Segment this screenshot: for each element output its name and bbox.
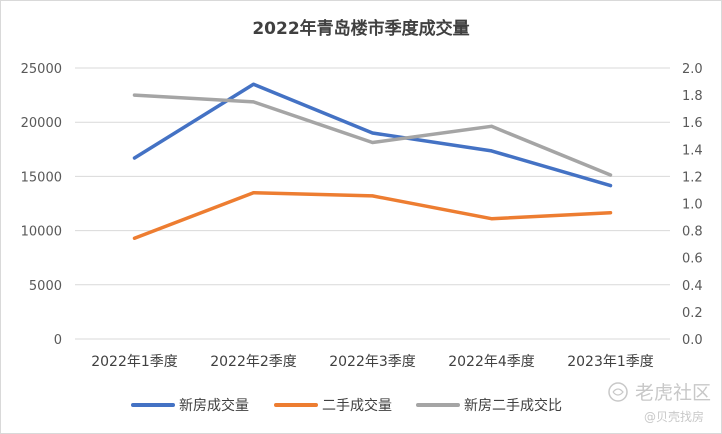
y-left-tick-label: 5000 [29, 279, 62, 294]
x-tick-label: 2023年1季度 [567, 354, 654, 370]
gridlines [75, 67, 670, 340]
watermark: 老虎社区 @贝壳找房 [608, 382, 711, 424]
series-2 [132, 190, 613, 240]
y-right-tick-label: 0.8 [682, 225, 703, 240]
y-right-tick-label: 0.6 [682, 252, 703, 267]
x-axis: 2022年1季度 2022年2季度 2022年3季度 2022年4季度 2023年1季度 [91, 354, 654, 370]
data-point [490, 217, 493, 221]
legend-label: 二手成交量 [322, 397, 392, 414]
data-point [609, 184, 612, 188]
legend-item: 新房二手成交比 [416, 397, 562, 414]
data-point [490, 124, 493, 128]
y-right-tick-label: 0.0 [682, 333, 703, 348]
x-tick-label: 2022年3季度 [329, 354, 416, 370]
y-right-tick-label: 2.0 [682, 62, 703, 77]
data-point [252, 100, 255, 104]
legend-label: 新房成交量 [179, 397, 249, 414]
y-left-tick-label: 25000 [21, 62, 62, 77]
x-tick-label: 2022年1季度 [91, 354, 178, 370]
legend: 新房成交量 二手成交量 新房二手成交比 [131, 397, 562, 414]
legend-item: 新房成交量 [131, 397, 249, 414]
tiger-logo-icon [608, 382, 628, 402]
watermark-main-text: 老虎社区 [635, 382, 711, 404]
legend-item: 二手成交量 [274, 397, 392, 414]
y-axis-right: 0.0 0.2 0.4 0.6 0.8 1.0 1.2 1.4 1.6 1.8 2.0 [682, 62, 703, 348]
y-axis-left: 0 5000 10000 15000 20000 25000 [21, 62, 62, 348]
data-point [133, 236, 136, 240]
y-right-tick-label: 1.0 [682, 198, 703, 213]
y-left-tick-label: 10000 [21, 225, 62, 240]
y-right-tick-label: 0.2 [682, 306, 703, 321]
x-tick-label: 2022年2季度 [210, 354, 297, 370]
data-point [133, 93, 136, 97]
series-1 [132, 82, 613, 188]
y-left-tick-label: 15000 [21, 170, 62, 185]
legend-label: 新房二手成交比 [464, 397, 562, 414]
chart-title: 2022年青岛楼市季度成交量 [252, 18, 469, 39]
data-point [371, 141, 374, 145]
data-point [609, 173, 612, 177]
watermark-sub-text: @贝壳找房 [644, 409, 704, 424]
x-tick-label: 2022年4季度 [448, 354, 535, 370]
y-right-tick-label: 1.4 [682, 143, 703, 158]
y-right-tick-label: 1.2 [682, 170, 703, 185]
data-point [133, 156, 136, 160]
y-right-tick-label: 1.6 [682, 116, 703, 131]
data-point [371, 131, 374, 135]
data-point [609, 211, 612, 215]
data-point [252, 191, 255, 195]
y-right-tick-label: 0.4 [682, 279, 703, 294]
data-point [490, 149, 493, 153]
y-left-tick-label: 0 [54, 333, 62, 348]
y-left-tick-label: 20000 [21, 116, 62, 131]
y-right-tick-label: 1.8 [682, 89, 703, 104]
data-point [252, 82, 255, 86]
plot-area [132, 82, 613, 240]
series-3 [132, 93, 613, 177]
data-point [371, 194, 374, 198]
